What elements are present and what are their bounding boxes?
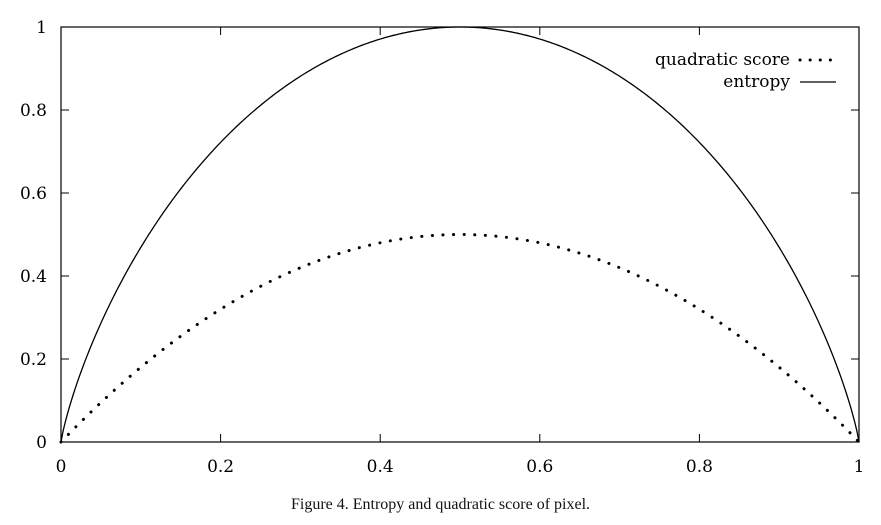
y-tick-label: 0: [36, 433, 47, 453]
x-tick-label: 0.2: [207, 457, 234, 477]
y-tick-label: 0.8: [20, 101, 47, 121]
x-tick-label: 0.6: [526, 457, 553, 477]
y-tick-label: 1: [36, 18, 47, 38]
x-tick-label: 0.8: [686, 457, 713, 477]
legend-label: entropy: [723, 72, 790, 92]
x-axis-ticks: 0 0.2 0.4 0.6 0.8 1: [56, 27, 865, 477]
y-axis-ticks: 0 0.2 0.4 0.6 0.8 1: [20, 18, 859, 453]
x-tick-label: 1: [854, 457, 865, 477]
series-line-entropy: [60, 26, 860, 443]
chart: 0 0.2 0.4 0.6 0.8 1 0 0.2 0.4 0.6 0.8 1 quadratic …: [20, 18, 865, 477]
series-layer: [59, 26, 861, 444]
figure-caption: Figure 4. Entropy and quadratic score of…: [290, 496, 591, 513]
legend-label: quadratic score: [655, 50, 790, 70]
y-tick-label: 0.2: [20, 350, 47, 370]
y-tick-label: 0.6: [20, 184, 47, 204]
x-tick-label: 0: [56, 457, 67, 477]
series-line-quadratic-score: [59, 232, 861, 444]
y-tick-label: 0.4: [20, 267, 47, 287]
x-tick-label: 0.4: [367, 457, 394, 477]
